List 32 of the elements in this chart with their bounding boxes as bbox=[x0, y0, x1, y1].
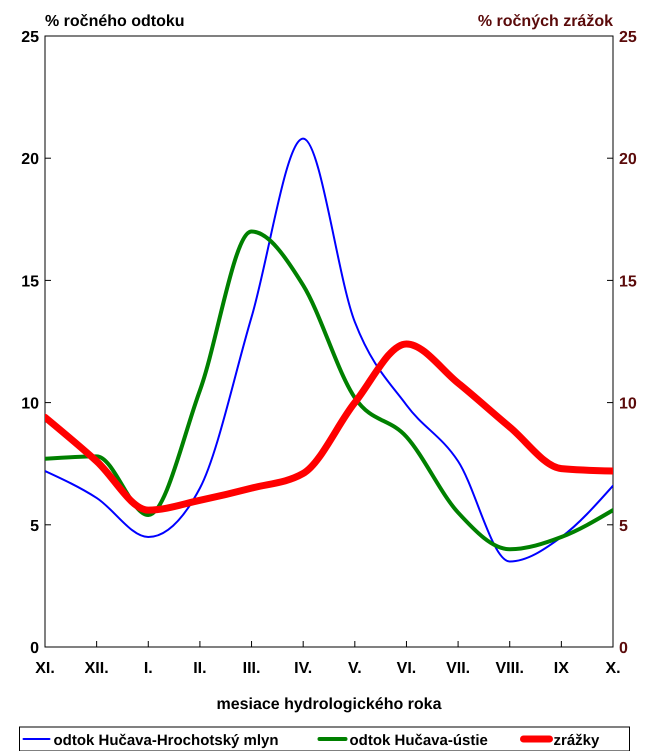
y2-tick-label: 20 bbox=[619, 151, 637, 168]
x-tick-label: V. bbox=[348, 660, 362, 677]
y-tick-label: 10 bbox=[21, 396, 40, 413]
y-tick-label: 15 bbox=[21, 273, 40, 290]
line-series bbox=[45, 138, 613, 562]
x-tick-label: I. bbox=[144, 660, 153, 677]
x-tick-label: IX bbox=[554, 660, 570, 677]
x-tick-label: XII. bbox=[84, 660, 109, 677]
y2-tick-label: 25 bbox=[619, 29, 637, 46]
x-tick-label: IV. bbox=[294, 660, 312, 677]
x-axis-title: mesiace hydrologického roka bbox=[216, 696, 442, 713]
x-tick-label: III. bbox=[242, 660, 260, 677]
y-tick-label: 0 bbox=[30, 640, 40, 657]
y2-tick-label: 0 bbox=[619, 640, 628, 657]
legend-label: odtok Hučava-Hrochotský mlyn bbox=[54, 732, 279, 749]
y-tick-label: 5 bbox=[30, 518, 40, 535]
y-tick-label: 25 bbox=[21, 29, 40, 46]
y2-tick-label: 15 bbox=[619, 273, 637, 290]
legend-label: odtok Hučava-ústie bbox=[350, 732, 488, 749]
x-tick-label: X. bbox=[605, 660, 621, 677]
y2-tick-label: 10 bbox=[619, 396, 637, 413]
line-series bbox=[45, 230, 613, 552]
x-tick-label: VII. bbox=[446, 660, 470, 677]
x-tick-label: XI. bbox=[35, 660, 55, 677]
legend-label: zrážky bbox=[554, 732, 600, 749]
y-axis-title: % ročného odtoku bbox=[45, 13, 185, 30]
x-tick-label: VIII. bbox=[496, 660, 524, 677]
x-tick-label: II. bbox=[193, 660, 207, 677]
y-tick-label: 20 bbox=[21, 151, 40, 168]
x-tick-label: VI. bbox=[396, 660, 416, 677]
y2-tick-label: 5 bbox=[619, 518, 628, 535]
y2-axis-title: % ročných zrážok bbox=[478, 13, 614, 30]
